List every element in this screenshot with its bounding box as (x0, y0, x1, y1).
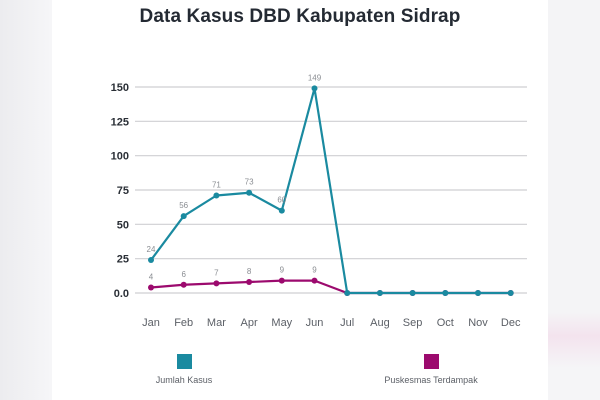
x-tick-label: Nov (468, 317, 488, 329)
data-point[interactable] (213, 192, 220, 199)
data-point[interactable] (246, 279, 253, 286)
data-point[interactable] (507, 290, 514, 296)
data-point[interactable] (180, 281, 187, 288)
x-tick-label: Oct (437, 317, 454, 329)
data-label: 56 (179, 201, 188, 210)
x-tick-label: Sep (403, 317, 423, 329)
chart-card (52, 0, 548, 400)
y-tick-label: 100 (111, 151, 129, 163)
series-lines: 4 6 7 8 9 9 24 56 71 73 60 149 (147, 73, 514, 296)
y-tick-label: 25 (117, 254, 129, 266)
x-tick-label: May (271, 317, 292, 329)
data-point[interactable] (278, 277, 285, 284)
x-tick-label: Jun (306, 317, 324, 329)
data-point[interactable] (180, 213, 187, 220)
legend-label: Jumlah Kasus (155, 375, 213, 385)
y-tick-label: 50 (117, 219, 129, 231)
data-point[interactable] (246, 189, 253, 196)
data-point[interactable] (148, 257, 154, 264)
x-axis-ticks: Jan Feb Mar Apr May Jun Jul Aug Sep Oct Nov Dec (142, 317, 521, 329)
data-label: 73 (245, 178, 254, 187)
data-point[interactable] (213, 280, 220, 287)
data-label: 9 (280, 266, 285, 275)
legend-label: Puskesmas Terdampak (384, 375, 478, 385)
legend-swatch-teal (176, 354, 192, 369)
legend-item-jumlah-kasus[interactable]: Jumlah Kasus (134, 354, 234, 385)
x-tick-label: Dec (501, 317, 521, 329)
data-label: 60 (277, 196, 286, 205)
data-label: 7 (214, 268, 219, 277)
data-label: 6 (181, 270, 186, 279)
data-point[interactable] (409, 290, 416, 296)
data-point[interactable] (344, 290, 351, 296)
chart-title: Data Kasus DBD Kabupaten Sidrap (139, 6, 461, 27)
gridlines (135, 86, 527, 294)
y-tick-label: 75 (117, 185, 129, 197)
data-label: 149 (308, 73, 322, 82)
line-puskesmas-terdampak (150, 279, 511, 295)
data-point[interactable] (475, 290, 481, 296)
data-label: 24 (147, 245, 156, 254)
x-tick-label: Mar (207, 317, 226, 329)
x-tick-label: Feb (174, 317, 193, 329)
legend-swatch-magenta (423, 354, 439, 369)
x-tick-label: Jan (142, 317, 160, 329)
line-jumlah-kasus (150, 87, 511, 295)
blurred-background-right (548, 0, 600, 400)
data-point[interactable] (278, 207, 285, 214)
data-point[interactable] (442, 290, 449, 296)
data-label: 9 (312, 266, 317, 275)
x-tick-label: Aug (370, 317, 390, 329)
legend-item-puskesmas-terdampak[interactable]: Puskesmas Terdampak (371, 354, 491, 385)
data-point[interactable] (376, 290, 383, 296)
x-tick-label: Jul (340, 317, 354, 329)
y-tick-label: 150 (111, 82, 129, 94)
data-point[interactable] (311, 85, 318, 92)
data-label: 71 (212, 180, 221, 189)
x-tick-label: Apr (241, 317, 258, 329)
y-axis-ticks: 0.0 25 50 75 100 125 150 (111, 82, 129, 300)
y-tick-label: 125 (111, 116, 129, 128)
y-tick-label: 0.0 (114, 288, 129, 300)
data-point[interactable] (311, 277, 318, 284)
data-label: 4 (149, 273, 154, 282)
blurred-background-left (0, 0, 52, 400)
data-label: 8 (247, 267, 252, 276)
data-point[interactable] (148, 284, 154, 291)
